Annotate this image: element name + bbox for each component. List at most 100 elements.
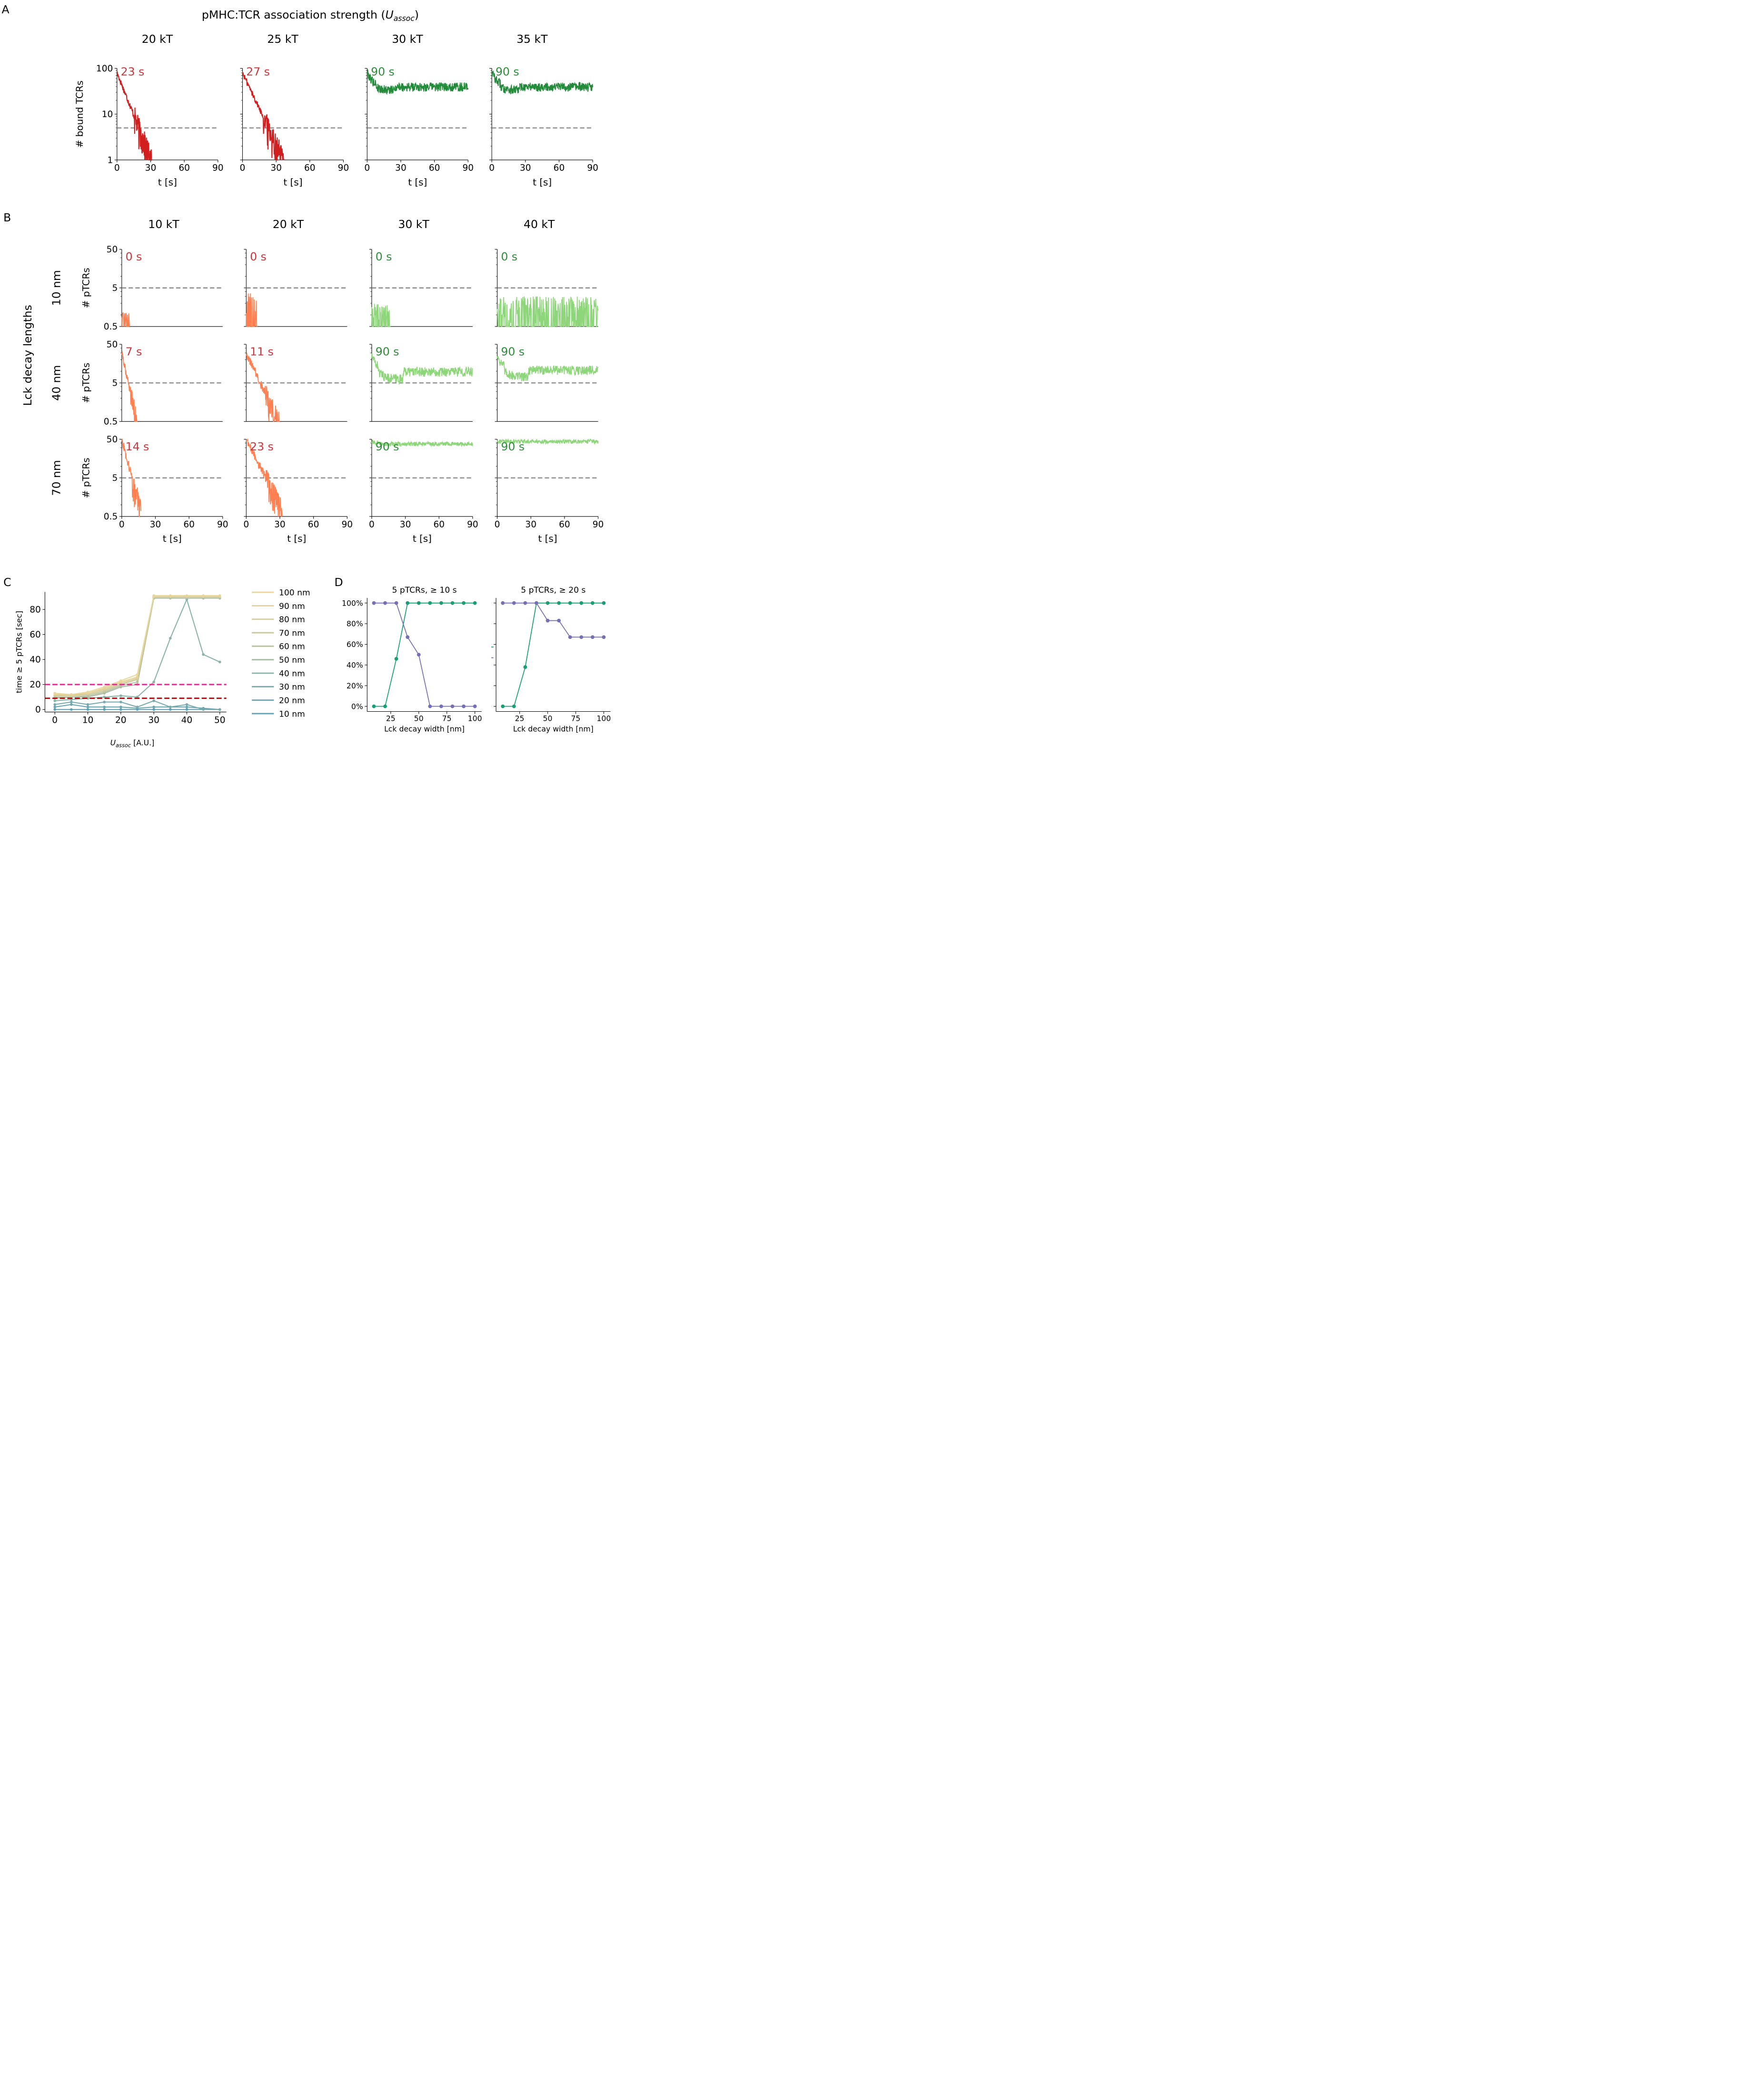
panel-c-point-8: [152, 706, 155, 708]
panel-label-d: D: [335, 576, 343, 589]
panel-c-point-9: [185, 708, 189, 711]
panel-d-1-point-green: [602, 601, 606, 605]
panel-b-2-2-xtick-label: 90: [467, 520, 478, 530]
panel-label-c: C: [3, 576, 11, 589]
panel-b-2-3-xtick-label: 90: [593, 520, 604, 530]
panel-b-1-2-series-line: [371, 353, 473, 385]
panel-d-0-series-line-purple: [374, 602, 475, 707]
panel-d-0-point-green: [462, 601, 466, 605]
panel-a-ylabel: # bound TCRs: [74, 80, 85, 148]
panel-c-point-9: [152, 708, 155, 711]
panel-c-point-9: [86, 708, 89, 711]
panel-d-0-series-line-green: [374, 602, 475, 707]
panel-b-0-1-series-line: [246, 293, 258, 327]
legend-label: 90 nm: [279, 602, 305, 611]
panel-b-row-label-2: 70 nm: [50, 460, 63, 496]
panel-c-ytick-label: 0: [35, 705, 41, 715]
panel-c-point-9: [169, 708, 172, 711]
panel-c-xtick-label: 40: [181, 715, 193, 725]
panel-b-row-ylabel-1: # pTCRs: [80, 363, 91, 403]
panel-c-xtick-label: 20: [115, 715, 127, 725]
panel-c-ytick-label: 80: [30, 605, 41, 615]
panel-a-0-xtick-label: 0: [114, 163, 120, 173]
panel-b-1-0-series-line: [121, 351, 138, 422]
panel-d-0-ytick-label: 40%: [347, 661, 363, 670]
legend-label: 60 nm: [279, 642, 305, 652]
panel-d-1-point-purple: [512, 601, 516, 605]
panel-b-2-1-xtick-label: 60: [308, 520, 319, 530]
panel-a-3-annotation: 90 s: [496, 65, 519, 79]
panel-d-0-point-purple: [473, 704, 477, 708]
panel-a-2-column-title: 30 kT: [392, 32, 423, 46]
panel-b-2-2-xtick-label: 60: [433, 520, 445, 530]
panel-d-1-point-purple: [590, 635, 595, 639]
panel-d-0-point-green: [383, 704, 387, 708]
panel-c-point-9: [70, 708, 73, 711]
panel-c-point-6: [119, 694, 122, 697]
panel-b-0-0-series-line: [121, 312, 130, 327]
panel-c-point-7: [136, 706, 139, 708]
panel-b-2-0-xtick-label: 90: [217, 520, 228, 530]
panel-a-0-column-title: 20 kT: [142, 32, 173, 46]
panel-c-point-6: [169, 637, 172, 640]
panel-a-3-xtick-label: 90: [587, 163, 598, 173]
panel-b-2-2-annotation: 90 s: [376, 440, 399, 453]
panel-label-b: B: [3, 211, 11, 224]
legend-label: 30 nm: [279, 683, 305, 692]
panel-d-0-point-purple: [394, 601, 398, 605]
panel-d-0-ytick-label: 20%: [347, 681, 363, 690]
panel-b-0-3-annotation: 0 s: [501, 250, 517, 263]
panel-d-0-point-purple: [462, 704, 466, 708]
panel-c-point-7: [103, 700, 106, 704]
panel-b-column-title-0: 10 kT: [148, 218, 179, 231]
panel-b-2-1-xtick-label: 0: [243, 520, 249, 530]
legend-label: 40 nm: [279, 669, 305, 678]
panel-b-row-ylabel-0: # pTCRs: [80, 268, 91, 308]
panel-a-2-xtick-label: 60: [429, 163, 440, 173]
panel-c-point-0: [103, 686, 106, 688]
legend-label: 20 nm: [279, 696, 305, 706]
panel-a-3-xtick-label: 0: [489, 163, 495, 173]
panel-b-0-3-series-line: [496, 296, 599, 327]
panel-c-point-6: [218, 660, 221, 664]
panel-d-0-ytick-label: 80%: [347, 619, 363, 628]
panel-b-2-1-annotation: 23 s: [250, 440, 274, 453]
panel-c-ylabel: time ≥ 5 pTCRs [sec]: [15, 611, 24, 693]
panel-b-2-2-xlabel: t [s]: [413, 533, 432, 544]
panel-b-0-0-annotation: 0 s: [126, 250, 142, 263]
panel-d-0-xtick-label: 100: [468, 714, 482, 723]
panel-b-2-1-xtick-label: 30: [274, 520, 286, 530]
panel-d-0-point-purple: [428, 704, 432, 708]
legend-label: 80 nm: [279, 615, 305, 625]
figure-canvas: A B C D pMHC:TCR association strength (U…: [0, 0, 619, 748]
panel-d-0-point-green: [439, 601, 443, 605]
panel-a-2-xtick-label: 0: [364, 163, 370, 173]
panel-d-1-xlabel: Lck decay width [nm]: [513, 725, 594, 734]
panel-b-2-0-xtick-label: 0: [119, 520, 125, 530]
panel-d-1-point-green: [501, 704, 505, 708]
panel-c-point-7: [70, 700, 73, 704]
panel-a-1-series-line: [242, 71, 285, 161]
panel-d-1-xtick-label: 25: [515, 714, 525, 723]
panel-b-2-3-series-line: [496, 438, 599, 445]
panel-d-0-point-purple: [439, 704, 443, 708]
panel-c-point-7: [53, 703, 57, 706]
panel-d-1-point-purple: [557, 618, 561, 623]
panel-d-1-xtick-label: 100: [596, 714, 611, 723]
panel-d-0-point-green: [473, 601, 477, 605]
panel-c-point-0: [152, 594, 155, 597]
panel-a-1-xtick-label: 60: [304, 163, 316, 173]
panel-a-0-series-line: [116, 71, 152, 161]
panel-b-1-1-annotation: 11 s: [250, 345, 274, 358]
panel-a-2-series-line: [367, 69, 469, 95]
panel-b-2-3-xtick-label: 30: [525, 520, 536, 530]
panel-d-1-point-green: [523, 665, 527, 669]
legend-label: 70 nm: [279, 628, 305, 638]
panel-c-point-8: [53, 706, 57, 708]
panel-c-xtick-label: 10: [82, 715, 94, 725]
panel-b-2-0-annotation: 14 s: [126, 440, 149, 453]
panel-d-0-point-purple: [417, 653, 421, 657]
panel-a-0-ytick-label: 10: [102, 109, 113, 119]
panel-c-point-1: [136, 676, 139, 678]
panel-d-0-point-green: [406, 601, 410, 605]
